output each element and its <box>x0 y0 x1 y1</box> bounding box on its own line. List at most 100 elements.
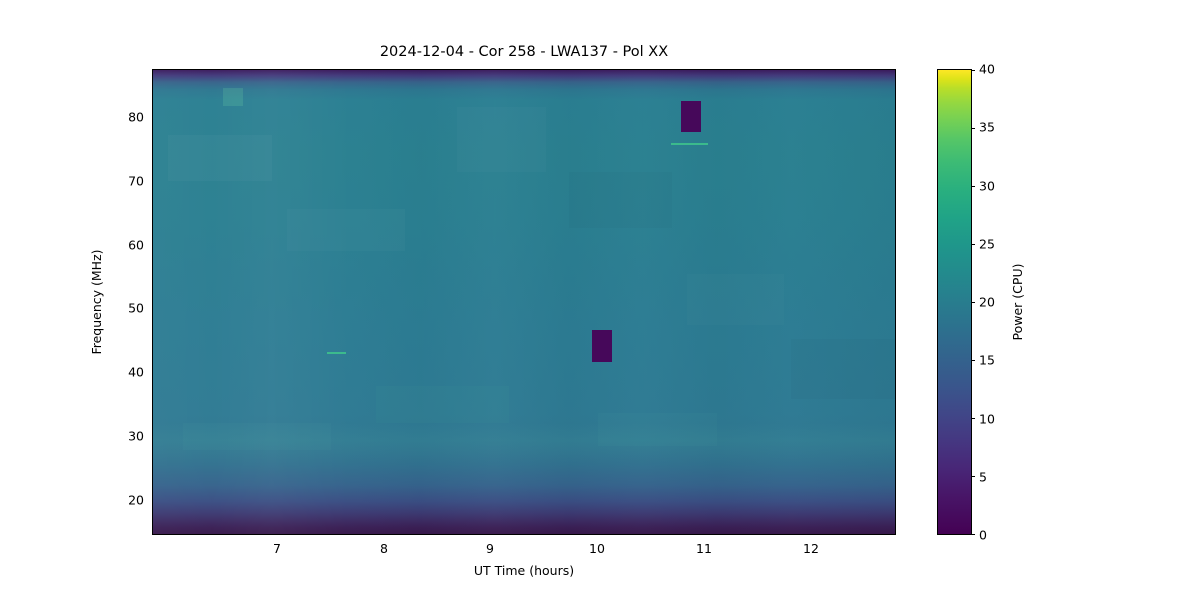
xticklabel-11: 11 <box>696 541 712 556</box>
xtick-minor <box>512 534 513 535</box>
cbtick-35 <box>971 128 975 130</box>
texture-blotch <box>375 385 510 423</box>
xtick-minor <box>256 534 257 535</box>
cbticklabel-35: 35 <box>979 119 995 135</box>
ytick-20 <box>152 499 153 500</box>
xtick-minor <box>831 534 832 535</box>
xtick-minor <box>235 534 236 535</box>
texture-blotch <box>569 172 673 228</box>
ytick-minor <box>152 340 153 341</box>
ytick-minor <box>152 515 153 516</box>
dropout-block-upper <box>680 101 701 133</box>
xtick-minor <box>661 534 662 535</box>
ytick-minor <box>152 324 153 325</box>
xtick-minor <box>789 534 790 535</box>
xtick-minor <box>342 534 343 535</box>
xtick-minor <box>469 534 470 535</box>
emission-streak-upper <box>670 142 708 145</box>
yticklabel-80: 80 <box>128 109 144 125</box>
ytick-50 <box>152 308 153 309</box>
texture-blotch <box>287 209 406 251</box>
ytick-minor <box>152 420 153 421</box>
ytick-minor <box>152 388 153 389</box>
yticklabel-70: 70 <box>128 173 144 189</box>
cbticklabel-5: 5 <box>979 469 987 485</box>
xtick-minor <box>427 534 428 535</box>
x-axis-label: UT Time (hours) <box>473 563 575 578</box>
cbtick-5 <box>971 476 975 478</box>
xtick-7 <box>278 534 279 535</box>
xtick-minor <box>320 534 321 535</box>
ytick-80 <box>152 118 153 119</box>
cbtick-15 <box>971 360 975 362</box>
xticklabel-12: 12 <box>803 541 819 556</box>
xtick-minor <box>405 534 406 535</box>
ytick-minor <box>152 467 153 468</box>
spectrogram-time-modulation <box>153 70 895 534</box>
ytick-minor <box>152 292 153 293</box>
texture-blotch <box>168 135 272 181</box>
ytick-minor <box>152 483 153 484</box>
cbticklabel-15: 15 <box>979 352 995 368</box>
xtick-minor <box>725 534 726 535</box>
xtick-12 <box>810 534 811 535</box>
texture-blotch <box>687 274 783 325</box>
yticklabel-30: 30 <box>128 428 144 444</box>
dropout-block-lower <box>591 329 612 362</box>
xtick-minor <box>767 534 768 535</box>
page-title: 2024-12-04 - Cor 258 - LWA137 - Pol XX <box>379 44 669 60</box>
xtick-minor <box>874 534 875 535</box>
cbtick-25 <box>971 244 975 246</box>
ytick-30 <box>152 435 153 436</box>
xtick-minor <box>640 534 641 535</box>
ytick-60 <box>152 245 153 246</box>
xticklabel-9: 9 <box>486 541 494 556</box>
cbticklabel-30: 30 <box>979 178 995 194</box>
ytick-minor <box>152 229 153 230</box>
ytick-40 <box>152 372 153 373</box>
spectrogram-axes[interactable] <box>152 69 896 535</box>
colorbar[interactable] <box>937 69 975 536</box>
xtick-11 <box>704 534 705 535</box>
y-axis-label: Frequency (MHz) <box>89 249 104 355</box>
ytick-minor <box>152 149 153 150</box>
texture-blotch <box>791 339 895 399</box>
xtick-10 <box>597 534 598 535</box>
xtick-minor <box>214 534 215 535</box>
xtick-minor <box>554 534 555 535</box>
emission-streak-mid <box>326 351 346 354</box>
cbtick-40 <box>971 70 975 72</box>
yticklabel-50: 50 <box>128 300 144 316</box>
cbticklabel-20: 20 <box>979 294 995 310</box>
xtick-minor <box>746 534 747 535</box>
xtick-minor <box>448 534 449 535</box>
yticklabel-40: 40 <box>128 364 144 380</box>
xtick-minor <box>682 534 683 535</box>
xtick-minor <box>618 534 619 535</box>
xtick-8 <box>384 534 385 535</box>
xtick-minor <box>192 534 193 535</box>
xticklabel-10: 10 <box>589 541 605 556</box>
ytick-minor <box>152 451 153 452</box>
ytick-minor <box>152 404 153 405</box>
yticklabel-60: 60 <box>128 237 144 253</box>
bright-patch-upper-left <box>222 88 243 107</box>
ytick-minor <box>152 531 153 532</box>
cbticklabel-0: 0 <box>979 527 987 543</box>
cbtick-0 <box>971 534 975 536</box>
ytick-minor <box>152 213 153 214</box>
spectrogram-image <box>153 70 895 534</box>
bright-band-low-frequency <box>153 422 895 465</box>
cbticklabel-40: 40 <box>979 61 995 77</box>
xtick-minor <box>576 534 577 535</box>
xtick-minor <box>363 534 364 535</box>
ytick-minor <box>152 134 153 135</box>
cbticklabel-10: 10 <box>979 411 995 427</box>
ytick-minor <box>152 356 153 357</box>
xtick-minor <box>299 534 300 535</box>
xtick-9 <box>491 534 492 535</box>
texture-blotch <box>457 107 546 172</box>
cbtick-30 <box>971 186 975 188</box>
ytick-minor <box>152 165 153 166</box>
